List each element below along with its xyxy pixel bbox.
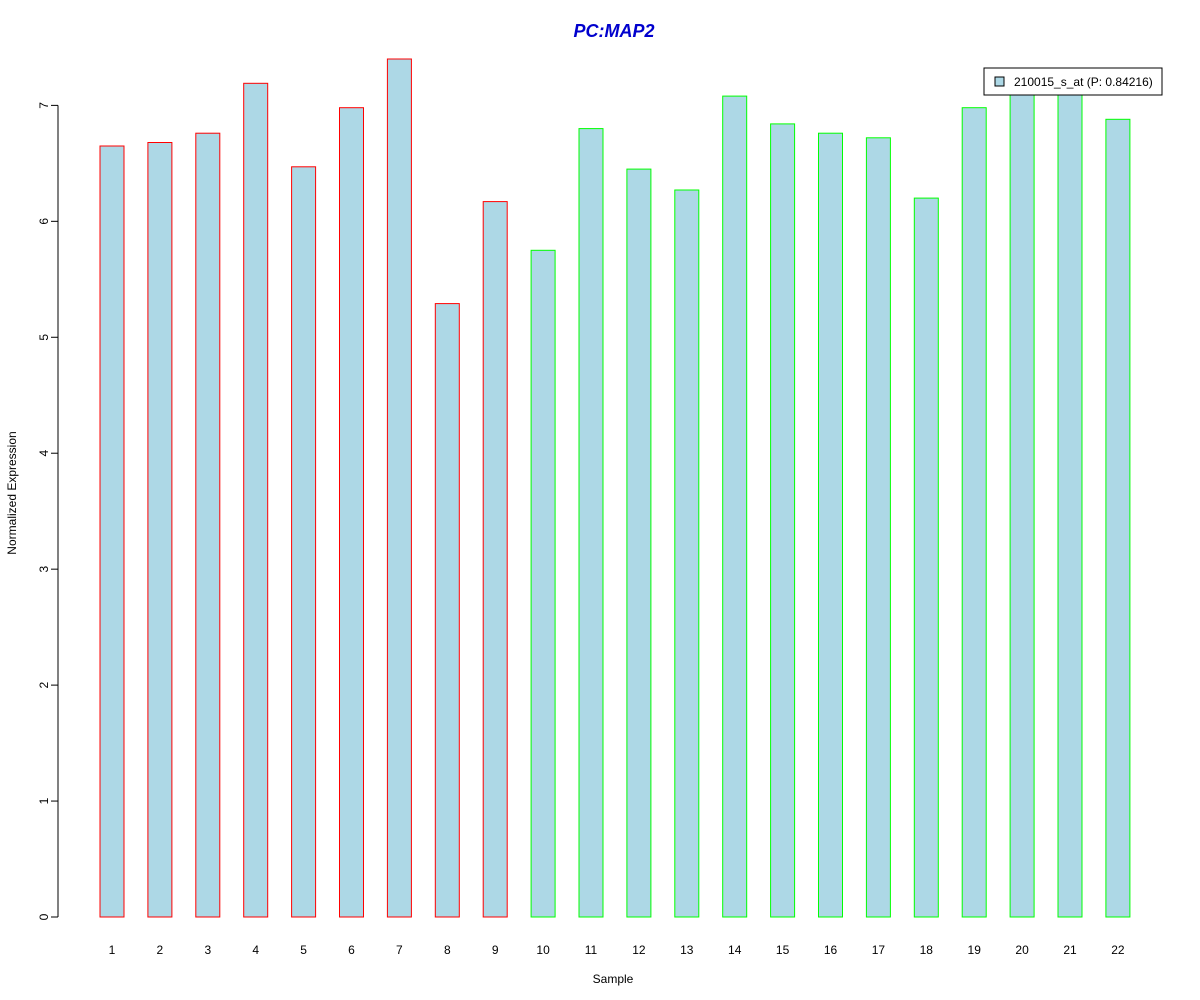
bar-sample-7 [386,58,412,918]
bar-sample-9 [482,201,508,918]
bar-sample-3 [195,132,221,918]
x-tick-label: 21 [1063,943,1077,957]
y-tick-label: 5 [37,334,51,341]
x-tick-label: 9 [492,943,499,957]
x-tick-label: 6 [348,943,355,957]
y-axis: 0 1 2 3 4 5 6 7 [37,102,59,920]
x-tick-label: 7 [396,943,403,957]
x-tick-label: 19 [968,943,982,957]
legend: 210015_s_at (P: 0.84216) [983,67,1163,96]
bar-sample-18 [913,197,939,918]
x-tick-label: 10 [536,943,550,957]
y-axis-title: Normalized Expression [5,431,19,554]
x-tick-label: 20 [1015,943,1029,957]
bar-sample-17 [865,137,891,918]
y-tick-label: 2 [37,681,51,688]
bar-sample-5 [291,166,317,918]
bar-sample-12 [626,168,652,918]
bar-sample-21 [1057,91,1083,918]
bar-sample-22 [1105,118,1131,918]
legend-box [983,67,1163,96]
bar-sample-10 [530,249,556,918]
x-tick-label: 3 [204,943,211,957]
bar-sample-19 [961,107,987,918]
bar-sample-2 [147,142,173,918]
x-tick-label: 17 [872,943,886,957]
bar-sample-1 [99,145,125,918]
x-axis: 1 2 3 4 5 6 7 8 9 10 11 12 13 14 15 16 17 18 19 20 21 22 [109,943,1125,957]
x-axis-title: Sample [593,972,634,986]
bar-sample-4 [243,82,269,918]
legend-label: 210015_s_at (P: 0.84216) [1014,75,1153,89]
x-tick-label: 12 [632,943,646,957]
x-tick-label: 2 [157,943,164,957]
x-tick-label: 8 [444,943,451,957]
x-tick-label: 5 [300,943,307,957]
x-tick-label: 16 [824,943,838,957]
bar-sample-11 [578,128,604,918]
chart-title: PC:MAP2 [573,21,654,41]
x-tick-label: 18 [920,943,934,957]
x-tick-label: 13 [680,943,694,957]
y-tick-label: 4 [37,450,51,457]
bar-sample-13 [674,189,700,918]
x-tick-label: 11 [585,943,598,957]
bar-sample-8 [434,303,460,918]
x-tick-label: 15 [776,943,790,957]
x-tick-label: 4 [252,943,259,957]
y-tick-label: 0 [37,913,51,920]
bar-sample-14 [722,95,748,918]
bars-group [99,58,1131,918]
y-tick-label: 3 [37,566,51,573]
x-tick-label: 14 [728,943,742,957]
legend-swatch [994,76,1005,87]
y-tick-label: 6 [37,218,51,225]
y-tick-label: 1 [37,797,51,804]
bar-sample-6 [339,107,364,918]
x-tick-label: 22 [1111,943,1125,957]
y-tick-label: 7 [37,102,51,109]
x-tick-label: 1 [109,943,116,957]
bar-sample-16 [818,132,843,918]
bar-sample-15 [770,123,796,918]
bar-sample-20 [1009,91,1035,918]
